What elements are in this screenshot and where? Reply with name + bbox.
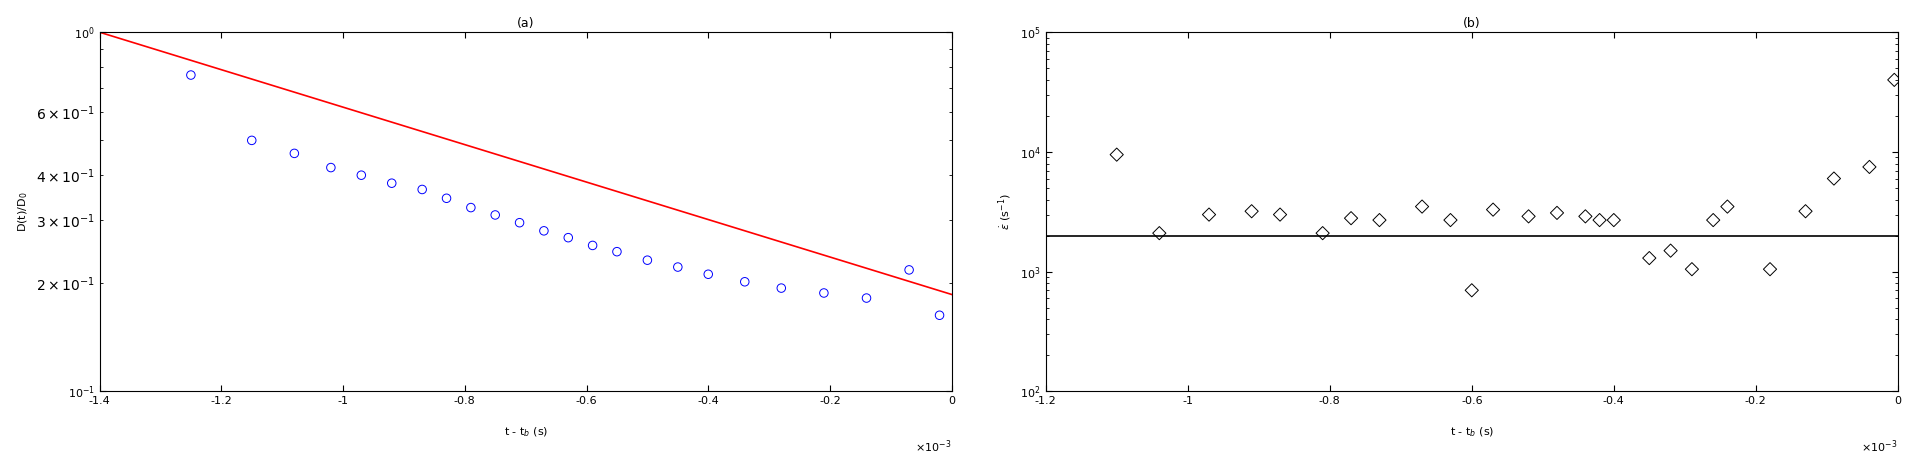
Point	[278, 150, 309, 157]
Point	[1584, 216, 1615, 224]
Point	[1789, 208, 1820, 215]
Point	[765, 284, 796, 292]
Point	[1513, 212, 1544, 220]
Point	[376, 179, 407, 187]
Point	[1542, 209, 1573, 217]
Point	[577, 242, 608, 249]
Point	[456, 204, 487, 211]
Point	[480, 211, 510, 219]
Point	[1435, 216, 1465, 224]
Point	[894, 266, 924, 274]
Title: (a): (a)	[518, 17, 535, 30]
Title: (b): (b)	[1463, 17, 1481, 30]
Point	[1406, 203, 1437, 211]
Point	[1880, 76, 1910, 84]
Point	[852, 294, 882, 302]
Point	[407, 185, 437, 193]
Point	[1308, 229, 1339, 237]
Point	[236, 136, 267, 144]
Point	[809, 289, 840, 297]
Point	[1193, 211, 1224, 219]
Point	[662, 263, 692, 271]
Point	[176, 71, 207, 79]
Point	[1335, 214, 1366, 222]
Point	[316, 164, 347, 171]
Point	[1477, 206, 1508, 213]
Point	[1755, 265, 1786, 273]
X-axis label: t - t$_b$ (s): t - t$_b$ (s)	[1450, 426, 1494, 439]
Point	[924, 312, 955, 319]
Point	[1713, 203, 1743, 211]
Point	[633, 256, 664, 264]
Point	[1634, 254, 1665, 262]
Point	[1364, 216, 1394, 224]
Point	[692, 270, 723, 278]
Point	[602, 248, 633, 255]
Point	[1676, 265, 1707, 273]
Point	[1855, 163, 1885, 171]
Point	[552, 234, 583, 242]
Text: $\times10^{-3}$: $\times10^{-3}$	[915, 438, 951, 455]
Point	[1264, 211, 1295, 219]
Point	[1818, 175, 1849, 182]
Text: $\times10^{-3}$: $\times10^{-3}$	[1862, 438, 1897, 455]
Point	[1571, 212, 1602, 220]
Point	[345, 171, 376, 179]
Point	[1598, 216, 1628, 224]
Point	[1655, 247, 1686, 254]
Y-axis label: D(t)/D$_0$: D(t)/D$_0$	[17, 192, 31, 232]
Point	[1697, 216, 1728, 224]
Point	[432, 194, 462, 202]
Y-axis label: $\dot{\varepsilon}$ (s$^{-1}$): $\dot{\varepsilon}$ (s$^{-1}$)	[997, 194, 1015, 230]
Point	[1237, 208, 1268, 215]
Point	[1456, 287, 1486, 294]
Point	[1101, 151, 1132, 159]
X-axis label: t - t$_b$ (s): t - t$_b$ (s)	[504, 426, 549, 439]
Point	[504, 219, 535, 227]
Point	[1143, 229, 1174, 237]
Point	[729, 278, 760, 286]
Point	[529, 227, 560, 235]
